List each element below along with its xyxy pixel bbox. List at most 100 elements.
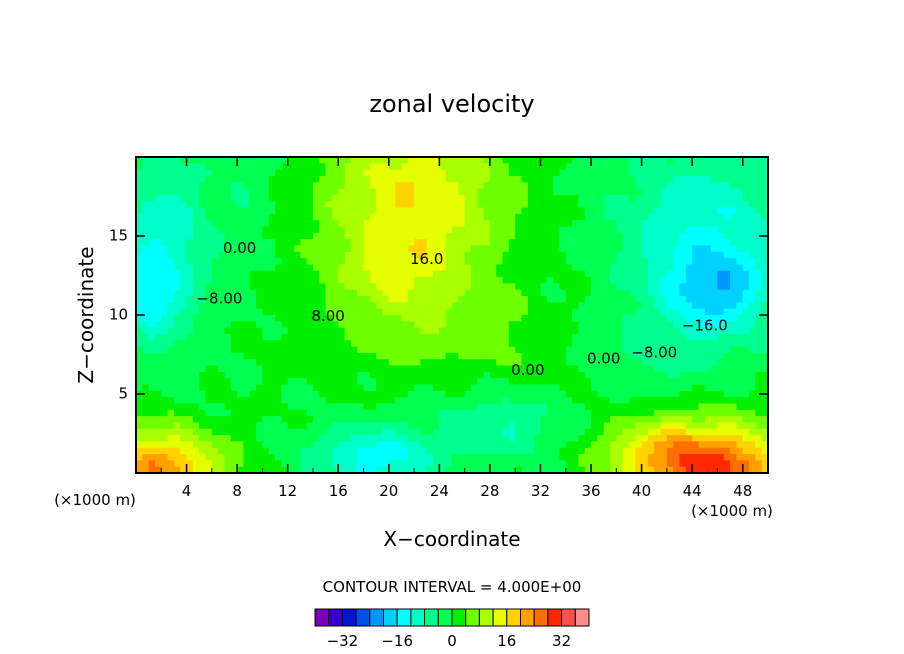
field-cell [711, 422, 719, 430]
field-cell [572, 466, 579, 474]
field-cell [136, 226, 143, 234]
field-cell [534, 352, 542, 360]
field-cell [186, 416, 194, 424]
field-cell [597, 428, 605, 436]
field-cell [597, 283, 605, 291]
field-cell [287, 258, 295, 266]
field-cell [755, 283, 763, 291]
field-cell [628, 447, 636, 455]
field-cell [578, 308, 586, 316]
field-cell [483, 441, 491, 449]
field-cell [679, 308, 687, 316]
field-cell [237, 435, 245, 442]
field-cell [603, 466, 611, 474]
field-cell [553, 283, 561, 291]
field-cell [325, 371, 333, 379]
field-cell [173, 390, 181, 398]
field-cell [224, 371, 232, 379]
field-cell [331, 327, 339, 335]
field-cell [433, 365, 440, 373]
field-cell [597, 245, 605, 253]
field-cell [249, 157, 257, 164]
field-cell [369, 315, 377, 322]
field-cell [243, 194, 251, 202]
field-cell [433, 340, 440, 348]
field-cell [723, 466, 731, 474]
field-cell [736, 163, 744, 171]
field-cell [553, 245, 561, 253]
field-cell [167, 435, 175, 442]
field-cell [698, 201, 706, 209]
field-cell [388, 371, 396, 379]
field-cell [730, 454, 737, 461]
field-cell [439, 435, 447, 442]
field-cell [597, 390, 605, 398]
field-cell [205, 422, 213, 430]
field-cell [281, 232, 289, 240]
field-cell [199, 333, 207, 341]
field-cell [711, 194, 719, 202]
field-cell [521, 428, 529, 436]
field-cell [553, 194, 561, 202]
field-cell [736, 302, 744, 310]
field-cell [312, 232, 320, 240]
field-cell [136, 296, 143, 303]
field-cell [161, 460, 169, 468]
field-cell [477, 384, 485, 392]
field-cell [534, 371, 542, 379]
field-cell [167, 321, 175, 329]
field-cell [433, 169, 440, 177]
field-cell [325, 315, 333, 322]
field-cell [578, 245, 586, 253]
field-cell [742, 416, 750, 424]
field-cell [230, 296, 238, 303]
field-cell [306, 409, 314, 417]
field-cell [180, 289, 188, 297]
field-cell [186, 352, 194, 360]
field-cell [287, 466, 295, 474]
field-cell [325, 226, 333, 234]
field-cell [628, 327, 636, 335]
field-cell [540, 277, 548, 284]
field-cell [565, 378, 573, 386]
field-cell [521, 157, 529, 164]
field-cell [584, 182, 592, 190]
field-cell [136, 352, 143, 360]
field-cell [414, 397, 421, 405]
field-cell [742, 321, 750, 329]
field-cell [603, 409, 611, 417]
field-cell [243, 378, 251, 386]
field-cell [376, 289, 384, 297]
field-cell [300, 258, 308, 266]
field-cell [654, 283, 662, 291]
field-cell [312, 188, 320, 196]
field-cell [635, 188, 643, 196]
field-cell [350, 213, 358, 221]
field-cell [294, 296, 301, 303]
field-cell [445, 283, 453, 291]
field-cell [515, 270, 523, 278]
field-cell [180, 245, 188, 253]
field-cell [603, 365, 611, 373]
field-cell [167, 213, 175, 221]
field-cell [489, 409, 497, 417]
field-cell [628, 283, 636, 291]
field-cell [458, 390, 466, 398]
field-cell [262, 346, 270, 354]
field-cell [357, 232, 365, 240]
field-cell [489, 188, 497, 196]
field-cell [249, 441, 257, 449]
field-cell [262, 359, 270, 367]
field-cell [546, 365, 554, 373]
field-cell [192, 296, 200, 303]
field-cell [553, 327, 561, 335]
velocity-field [136, 157, 769, 474]
field-cell [338, 371, 346, 379]
field-cell [325, 232, 333, 240]
field-cell [628, 194, 636, 202]
field-cell [211, 308, 219, 316]
field-cell [584, 390, 592, 398]
field-cell [161, 390, 169, 398]
field-cell [243, 340, 251, 348]
field-cell [395, 289, 403, 297]
